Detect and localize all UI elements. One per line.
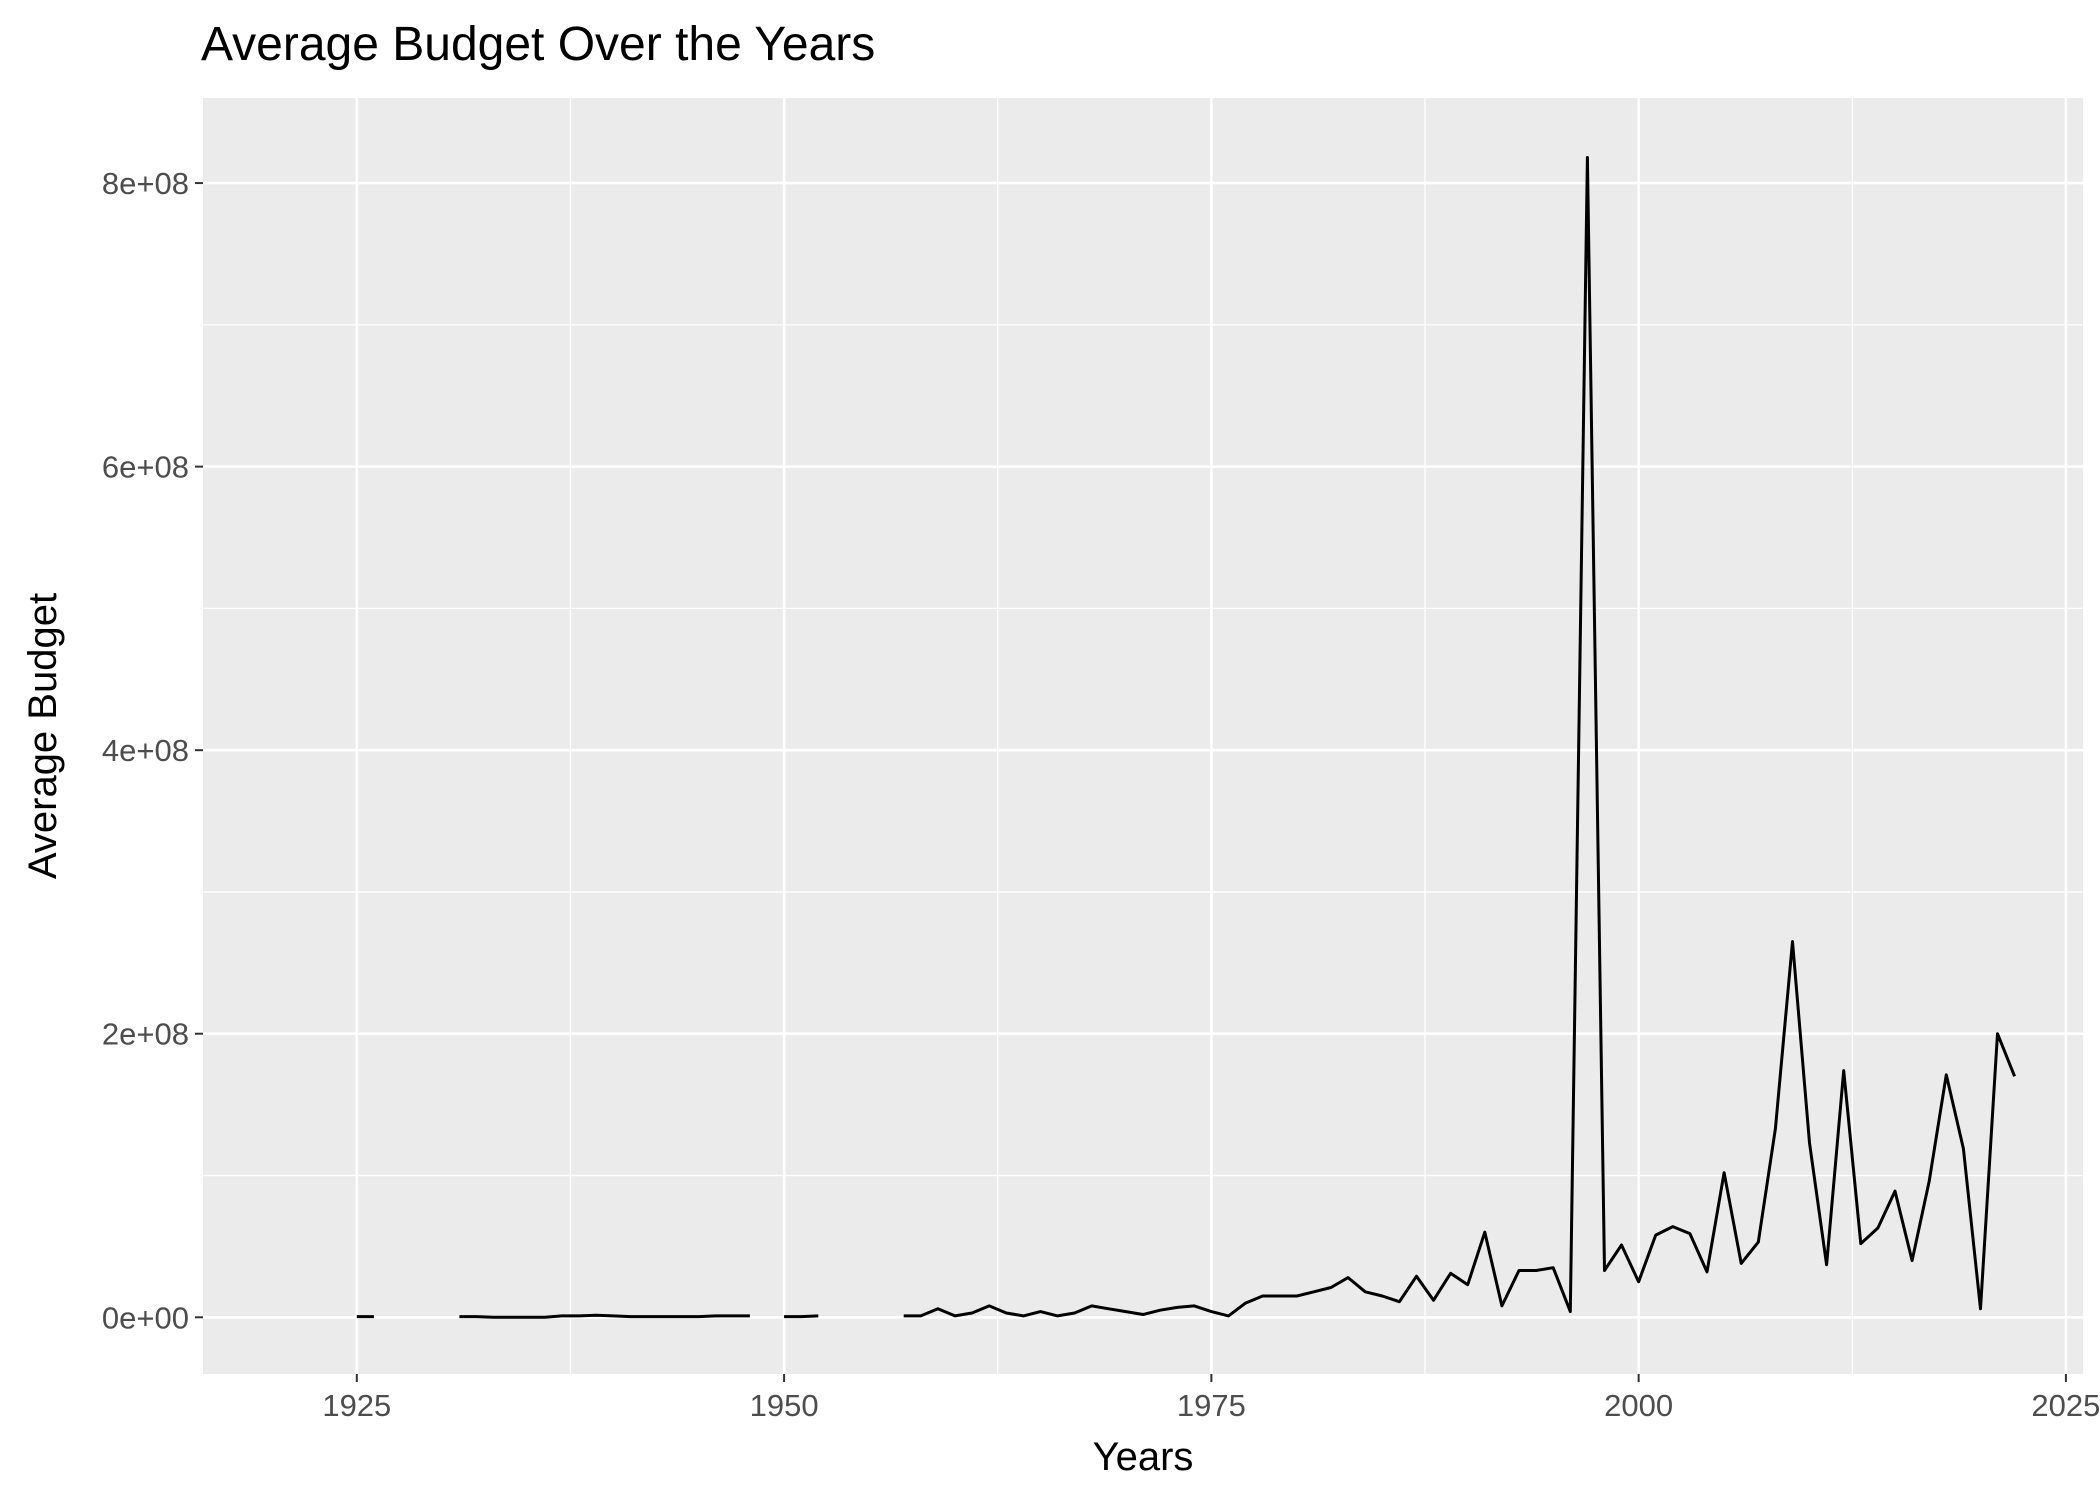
y-tick-label: 8e+08 [102,166,189,201]
x-tick-label: 2025 [2031,1388,2100,1423]
series-line-segment [903,156,2016,1318]
y-tick-label: 0e+00 [102,1300,189,1335]
plot-panel [203,98,2083,1374]
x-axis: 1925 1950 1975 2000 2025 [322,1374,2100,1423]
y-tick-label: 2e+08 [102,1017,189,1052]
y-axis: 0e+00 2e+08 4e+08 6e+08 8e+08 [102,166,203,1335]
y-tick-label: 4e+08 [102,733,189,768]
y-tick-label: 6e+08 [102,450,189,485]
series-line-segment [784,1314,819,1319]
x-tick-label: 1925 [322,1388,391,1423]
x-tick-label: 1975 [1177,1388,1246,1423]
series-line-segment [459,1313,750,1319]
y-axis-label: Average Budget [21,593,65,879]
budget-series [356,156,2016,1319]
x-tick-label: 2000 [1604,1388,1673,1423]
chart-title: Average Budget Over the Years [201,18,875,71]
minor-gridlines [203,98,2083,1374]
x-axis-label: Years [1093,1435,1194,1479]
x-tick-label: 1950 [750,1388,819,1423]
